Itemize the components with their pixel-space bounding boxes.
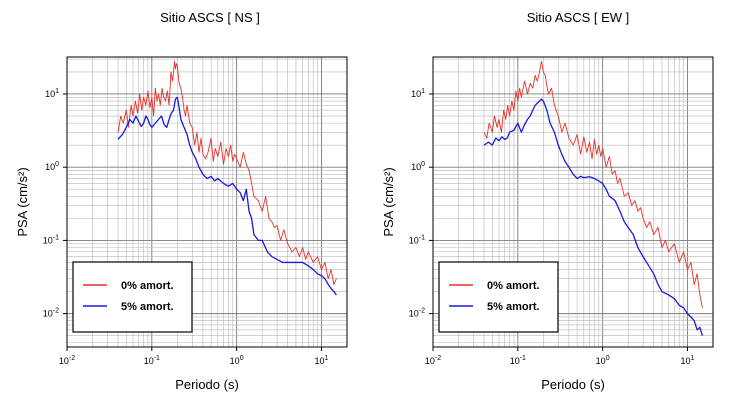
series-group xyxy=(483,60,704,336)
legend-label: 0% amort. xyxy=(487,280,540,292)
y-tick-exponent: 1 xyxy=(421,88,425,95)
x-tick-base: 10 xyxy=(510,356,520,366)
y-tick-label: 10-1 xyxy=(43,234,59,245)
y-tick-base: 10 xyxy=(45,162,55,172)
series-line-blue xyxy=(117,96,337,296)
x-tick-exponent: 1 xyxy=(325,355,329,362)
plot-frame xyxy=(66,56,348,348)
y-tick-exponent: 0 xyxy=(421,161,425,168)
y-tick-exponent: -2 xyxy=(53,308,59,315)
y-tick-base: 10 xyxy=(409,309,419,319)
x-tick-label: 100 xyxy=(230,355,244,366)
y-tick-exponent: 1 xyxy=(55,88,59,95)
y-tick-label: 100 xyxy=(411,161,425,172)
y-tick-exponent: -1 xyxy=(53,234,59,241)
x-tick-exponent: -2 xyxy=(435,355,441,362)
y-tick-label: 101 xyxy=(45,88,59,99)
y-tick-base: 10 xyxy=(43,309,53,319)
y-tick-base: 10 xyxy=(411,89,421,99)
y-tick-label: 10-2 xyxy=(43,308,59,319)
x-tick-base: 10 xyxy=(596,356,606,366)
x-tick-exponent: -1 xyxy=(154,355,160,362)
y-tick-base: 10 xyxy=(409,235,419,245)
chart-panel-2: Sitio ASCS [ EW ]10-2 10-1 100 10110-210-11… xyxy=(381,10,714,392)
legend-box xyxy=(438,261,559,333)
x-tick-label: 10-1 xyxy=(144,355,160,366)
legend-label: 5% amort. xyxy=(487,301,540,313)
x-tick-exponent: -1 xyxy=(520,355,526,362)
x-tick-base: 10 xyxy=(144,356,154,366)
x-tick-base: 10 xyxy=(425,356,435,366)
legend-box xyxy=(72,261,193,333)
chart-panel-1: Sitio ASCS [ NS ]10-2 10-1 100 10110-210-11… xyxy=(15,10,348,392)
x-tick-exponent: 0 xyxy=(606,355,610,362)
x-tick-base: 10 xyxy=(681,356,691,366)
series-group xyxy=(117,60,337,296)
y-tick-base: 10 xyxy=(45,89,55,99)
x-tick-exponent: 0 xyxy=(240,355,244,362)
y-axis-label: PSA (cm/s²) xyxy=(15,167,30,236)
chart-title: Sitio ASCS [ NS ] xyxy=(160,10,260,25)
y-tick-label: 101 xyxy=(411,88,425,99)
legend: 0% amort. 5% amort. xyxy=(72,261,193,333)
y-tick-label: 100 xyxy=(45,161,59,172)
y-tick-exponent: -2 xyxy=(419,308,425,315)
x-tick-exponent: 1 xyxy=(691,355,695,362)
x-tick-label: 101 xyxy=(315,355,329,366)
x-tick-label: 10-1 xyxy=(510,355,526,366)
x-axis-label: Periodo (s) xyxy=(541,377,605,392)
x-tick-base: 10 xyxy=(230,356,240,366)
series-line-red xyxy=(483,60,703,308)
legend-label: 5% amort. xyxy=(121,301,174,313)
x-tick-label: 101 xyxy=(681,355,695,366)
y-axis-label: PSA (cm/s²) xyxy=(381,167,396,236)
y-tick-exponent: -1 xyxy=(419,234,425,241)
x-tick-base: 10 xyxy=(59,356,69,366)
x-tick-label: 10-2 xyxy=(425,355,441,366)
x-axis-label: Periodo (s) xyxy=(175,377,239,392)
x-tick-base: 10 xyxy=(315,356,325,366)
y-tick-base: 10 xyxy=(411,162,421,172)
y-tick-label: 10-1 xyxy=(409,234,425,245)
legend-label: 0% amort. xyxy=(121,280,174,292)
legend: 0% amort. 5% amort. xyxy=(438,261,559,333)
plot-frame xyxy=(432,56,714,348)
x-tick-label: 100 xyxy=(596,355,610,366)
chart-title: Sitio ASCS [ EW ] xyxy=(527,10,630,25)
y-tick-exponent: 0 xyxy=(55,161,59,168)
x-tick-label: 10-2 xyxy=(59,355,75,366)
y-tick-base: 10 xyxy=(43,235,53,245)
series-line-red xyxy=(117,60,337,285)
series-line-blue xyxy=(483,98,704,336)
y-tick-label: 10-2 xyxy=(409,308,425,319)
x-tick-exponent: -2 xyxy=(69,355,75,362)
